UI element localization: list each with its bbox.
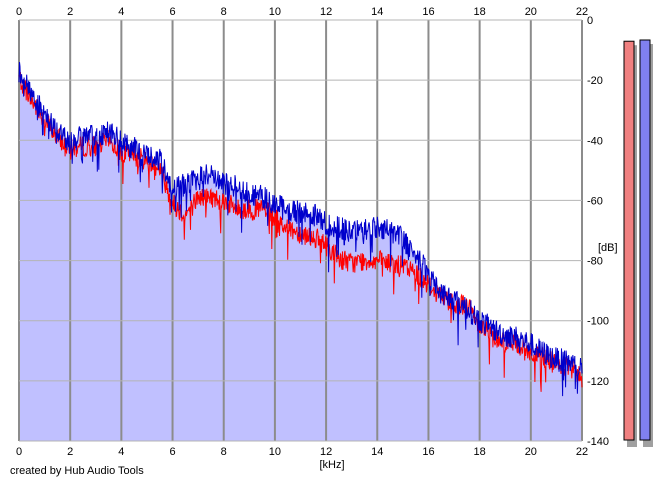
x-tick-label-top: 8 xyxy=(221,6,227,18)
y-axis-unit: [dB] xyxy=(598,242,618,254)
x-tick-label-bottom: 12 xyxy=(320,446,332,458)
x-tick-label-bottom: 16 xyxy=(422,446,434,458)
x-axis-unit: [kHz] xyxy=(319,459,344,471)
y-tick-label: -120 xyxy=(587,376,609,388)
x-tick-label-bottom: 10 xyxy=(269,446,281,458)
y-tick-label: 0 xyxy=(587,15,593,27)
x-tick-label-top: 4 xyxy=(118,6,124,18)
x-tick-label-bottom: 2 xyxy=(67,446,73,458)
x-tick-label-top: 10 xyxy=(269,6,281,18)
credit-text: created by Hub Audio Tools xyxy=(10,465,144,477)
x-tick-label-bottom: 22 xyxy=(576,446,588,458)
y-tick-label: -40 xyxy=(587,135,603,147)
spectrum-fill xyxy=(19,62,582,441)
x-tick-label-bottom: 14 xyxy=(371,446,383,458)
y-tick-label: -60 xyxy=(587,195,603,207)
x-tick-label-top: 20 xyxy=(525,6,537,18)
y-axis: 0 -20 -40 -60 -80 -100 -120 -140 xyxy=(587,15,609,448)
series-line-2 xyxy=(18,62,583,397)
x-tick-label-top: 6 xyxy=(169,6,175,18)
x-axis-bottom: 0 2 4 6 8 10 12 14 16 18 20 22 xyxy=(16,446,588,458)
series-line-1 xyxy=(18,72,583,392)
spectrum-area xyxy=(19,62,582,441)
x-tick-label-bottom: 8 xyxy=(221,446,227,458)
x-tick-label-bottom: 18 xyxy=(474,446,486,458)
x-tick-label-bottom: 6 xyxy=(169,446,175,458)
x-tick-label-top: 12 xyxy=(320,6,332,18)
x-axis-top: 0 2 4 6 8 10 12 14 16 18 20 22 xyxy=(16,6,588,18)
series-lines xyxy=(18,62,583,397)
x-tick-label-top: 18 xyxy=(474,6,486,18)
x-tick-label-top: 22 xyxy=(576,6,588,18)
y-tick-label: -140 xyxy=(587,436,609,448)
x-tick-label-bottom: 20 xyxy=(525,446,537,458)
level-meter-bar-2 xyxy=(639,39,651,441)
x-tick-label-top: 16 xyxy=(422,6,434,18)
x-tick-label-top: 14 xyxy=(371,6,383,18)
x-tick-label-top: 0 xyxy=(16,6,22,18)
level-meter-bar-1 xyxy=(623,40,635,441)
y-tick-label: -20 xyxy=(587,75,603,87)
level-meters xyxy=(623,39,653,448)
y-tick-label: -100 xyxy=(587,316,609,328)
x-tick-label-bottom: 0 xyxy=(16,446,22,458)
grid xyxy=(18,19,583,442)
y-tick-label: -80 xyxy=(587,256,603,268)
x-tick-label-top: 2 xyxy=(67,6,73,18)
x-tick-label-bottom: 4 xyxy=(118,446,124,458)
